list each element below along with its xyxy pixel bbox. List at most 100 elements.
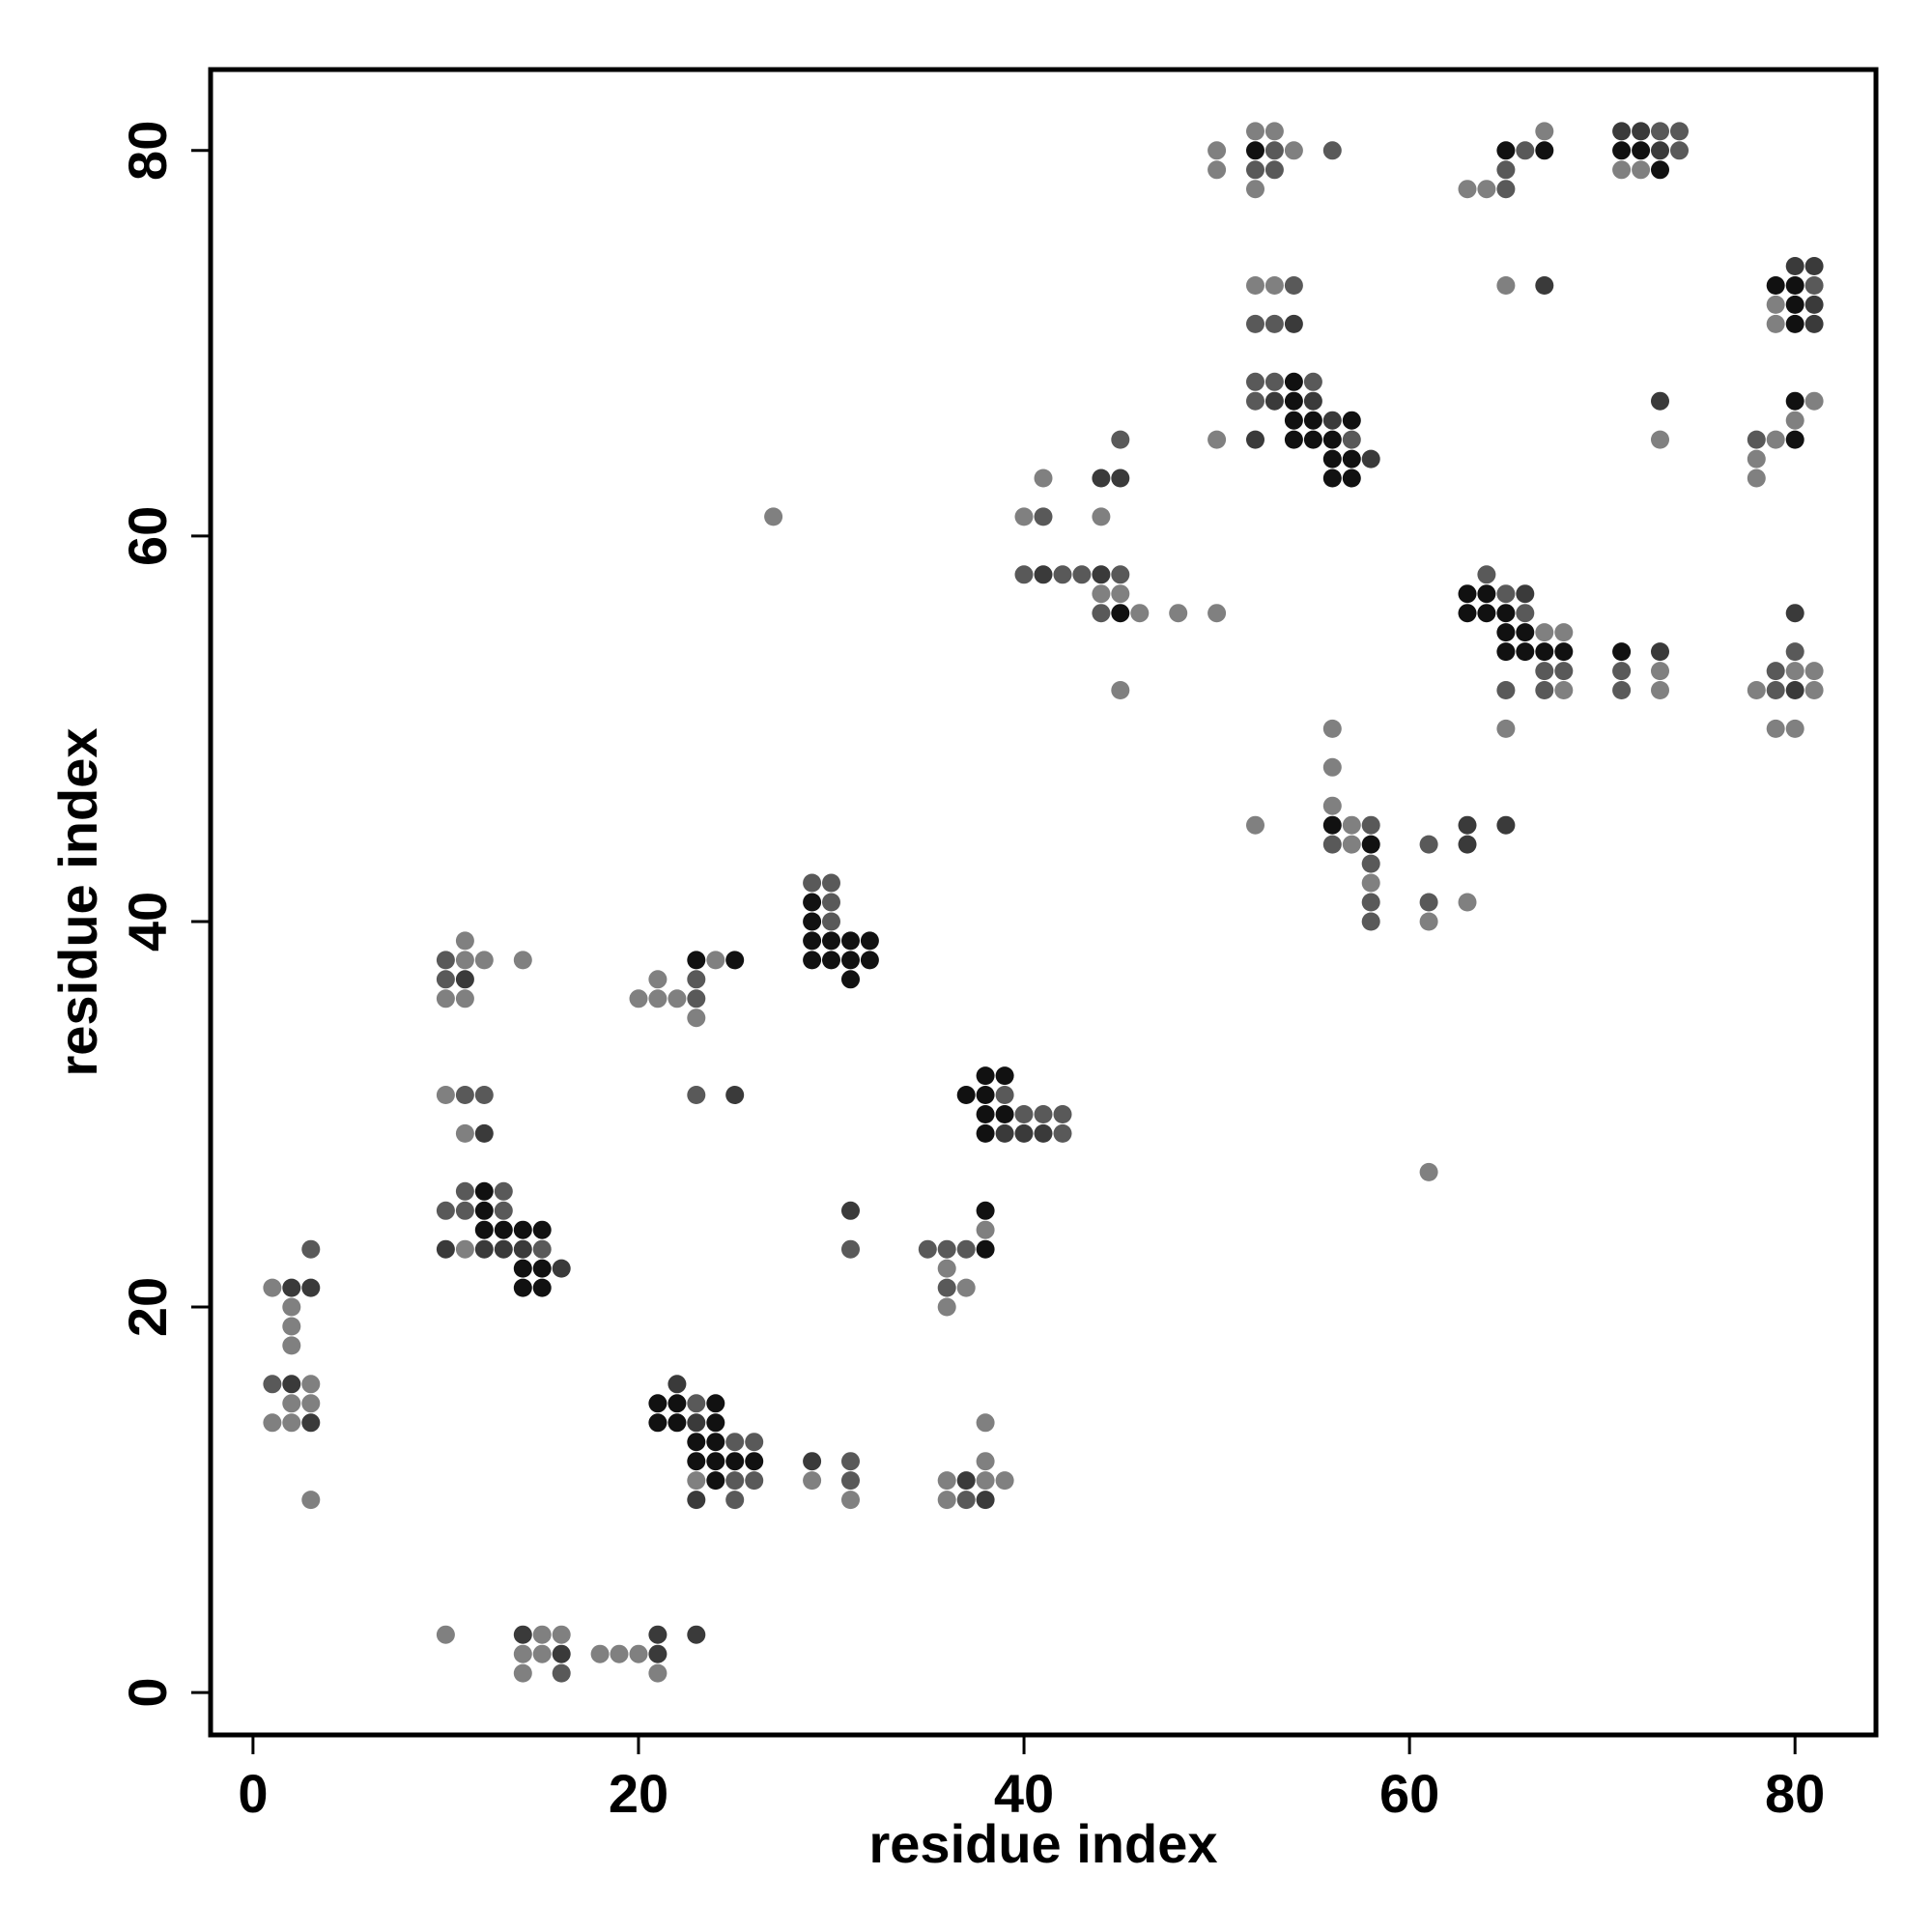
data-point [532,1625,552,1644]
data-point [687,951,706,970]
data-point [1477,584,1496,604]
data-point [1554,623,1574,642]
data-point [1264,122,1284,141]
data-point [841,970,860,989]
data-point [1169,604,1188,623]
data-point [282,1317,301,1336]
data-points [263,122,1824,1683]
data-point [494,1239,513,1259]
data-point [436,951,455,970]
data-point [822,893,840,912]
data-point [282,1297,301,1317]
x-tick-label: 60 [1379,1763,1439,1824]
data-point [301,1394,321,1413]
data-point [745,1433,764,1452]
data-point [263,1413,282,1433]
data-point [725,1433,745,1452]
data-point [956,1491,976,1510]
data-point [455,989,474,1009]
data-point [1014,1105,1034,1123]
data-point [1111,604,1130,623]
data-point [1458,815,1477,835]
data-point [687,989,706,1009]
data-point [474,951,494,970]
data-point [1458,835,1477,854]
data-point [455,1239,474,1259]
data-point [1111,469,1130,488]
data-point [803,1452,822,1471]
data-point [1053,1105,1072,1123]
data-point [1303,430,1322,449]
data-point [513,1625,532,1644]
data-point [706,1433,725,1452]
data-point [995,1471,1014,1491]
data-point [1612,122,1632,141]
data-point [455,970,474,989]
data-point [1246,160,1264,180]
data-point [282,1336,301,1355]
data-point [455,1123,474,1143]
data-point [532,1278,552,1297]
data-point [687,970,706,989]
data-point [436,1625,455,1644]
data-point [706,1413,725,1433]
data-point [1766,681,1785,699]
data-point [687,1394,706,1413]
data-point [1361,449,1380,469]
data-point [1612,160,1632,180]
data-point [1419,835,1438,854]
data-point [1516,584,1535,604]
data-point [455,1201,474,1220]
data-point [803,912,822,931]
data-point [725,1086,745,1104]
data-point [1322,815,1342,835]
x-tick-label: 40 [994,1763,1054,1824]
data-point [1342,469,1361,488]
data-point [436,989,455,1009]
data-point [474,1220,494,1239]
data-point [648,1644,668,1663]
data-point [1303,411,1322,430]
data-point [1322,796,1342,815]
data-point [976,1105,995,1123]
data-point [822,873,840,893]
data-point [455,951,474,970]
data-point [1322,757,1342,777]
data-point [1496,141,1516,160]
data-point [263,1278,282,1297]
data-point [494,1181,513,1201]
data-point [937,1297,956,1317]
data-point [1014,1123,1034,1143]
data-point [687,1009,706,1028]
data-point [1264,160,1284,180]
data-point [1284,141,1303,160]
data-point [1092,584,1111,604]
data-point [282,1278,301,1297]
x-tick-label: 0 [238,1763,268,1824]
data-point [860,951,879,970]
data-point [1322,719,1342,738]
data-point [1747,469,1766,488]
data-point [1785,430,1804,449]
data-point [1361,873,1380,893]
data-point [1496,160,1516,180]
data-point [1747,449,1766,469]
x-tick-label: 20 [609,1763,668,1824]
data-point [1034,1123,1053,1143]
data-point [956,1239,976,1259]
data-point [648,1413,668,1433]
data-point [1612,642,1632,662]
data-point [1785,604,1804,623]
data-point [513,1220,532,1239]
y-tick-label: 20 [117,1277,178,1337]
data-point [590,1644,610,1663]
data-point [1246,276,1264,295]
data-point [976,1123,995,1143]
data-point [1342,430,1361,449]
data-point [1342,835,1361,854]
data-point [937,1239,956,1259]
data-point [1303,391,1322,411]
data-point [1034,469,1053,488]
data-point [937,1278,956,1297]
